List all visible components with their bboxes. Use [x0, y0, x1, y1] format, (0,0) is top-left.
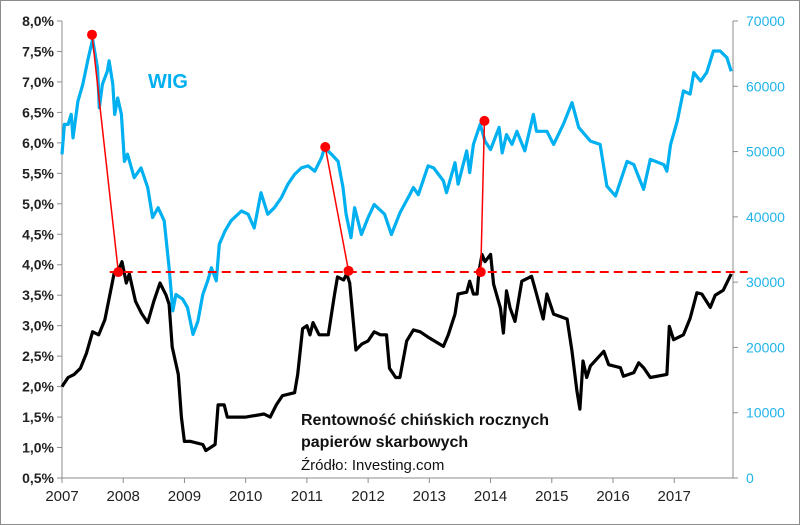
left-tick-label: 0,5%	[22, 470, 54, 486]
x-tick-label: 2013	[413, 488, 446, 505]
x-tick-label: 2010	[229, 488, 262, 505]
left-tick-label: 7,5%	[22, 43, 54, 59]
left-tick-label: 4,0%	[22, 257, 54, 273]
x-tick-label: 2015	[535, 488, 568, 505]
right-tick-label: 20000	[746, 339, 785, 355]
left-tick-label: 4,5%	[22, 226, 54, 242]
wig-peak-marker	[320, 142, 331, 153]
left-tick-label: 6,0%	[22, 135, 54, 151]
source-note: Źródło: Investing.com	[301, 457, 444, 474]
annotations	[86, 29, 748, 278]
x-tick-label: 2017	[658, 488, 691, 505]
right-tick-label: 10000	[746, 405, 785, 421]
tick-labels: 0,5% 1,0% 1,5% 2,0% 2,5% 3,0% 3,5% 4,0% 4,5% 5,0%…	[22, 13, 785, 505]
left-tick-label: 3,5%	[22, 287, 54, 303]
yield-title-line2: papierów skarbowych	[301, 434, 468, 451]
left-tick-label: 6,5%	[22, 104, 54, 120]
wig-peak-marker	[479, 115, 490, 126]
connector-line	[91, 34, 120, 273]
x-tick-label: 2007	[45, 488, 78, 505]
yield-title-line1: Rentowność chińskich rocznych	[301, 412, 549, 429]
connector-line	[324, 146, 350, 271]
right-tick-label: 50000	[746, 144, 785, 160]
wig-peak-marker	[86, 29, 97, 40]
right-tick-label: 0	[746, 470, 754, 486]
left-tick-label: 2,5%	[22, 348, 54, 364]
x-tick-label: 2008	[107, 488, 140, 505]
x-tick-label: 2009	[168, 488, 201, 505]
right-tick-label: 40000	[746, 209, 785, 225]
axes	[57, 20, 738, 483]
x-tick-label: 2011	[291, 488, 323, 505]
right-tick-label: 60000	[746, 78, 785, 94]
left-tick-label: 2,0%	[22, 379, 54, 395]
left-tick-label: 7,0%	[22, 74, 54, 90]
right-tick-label: 70000	[746, 13, 785, 29]
x-tick-label: 2012	[351, 488, 384, 505]
connector-line	[480, 120, 486, 273]
right-tick-label: 30000	[746, 274, 785, 290]
yield-threshold-marker	[475, 267, 486, 278]
series-lines	[60, 37, 733, 453]
x-tick-label: 2014	[474, 488, 507, 505]
wig-line	[60, 37, 733, 336]
left-tick-label: 1,0%	[22, 440, 54, 456]
x-tick-label: 2016	[596, 488, 629, 505]
yield-threshold-marker	[343, 265, 354, 276]
left-tick-label: 5,5%	[22, 165, 54, 181]
yield-threshold-marker	[113, 267, 124, 278]
left-tick-label: 8,0%	[22, 13, 54, 29]
left-tick-label: 1,5%	[22, 409, 54, 425]
left-tick-label: 3,0%	[22, 318, 54, 334]
left-tick-label: 5,0%	[22, 196, 54, 212]
wig-series-label: WIG	[148, 71, 188, 93]
yield-line	[60, 252, 733, 453]
